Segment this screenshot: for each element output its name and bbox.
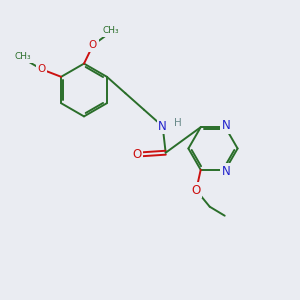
Text: N: N (222, 119, 231, 132)
Text: CH₃: CH₃ (14, 52, 31, 61)
Text: O: O (89, 40, 97, 50)
Text: N: N (158, 120, 167, 133)
Text: O: O (132, 148, 141, 161)
Text: N: N (222, 165, 231, 178)
Text: O: O (38, 64, 46, 74)
Text: CH₃: CH₃ (103, 26, 119, 35)
Text: O: O (192, 184, 201, 197)
Text: H: H (174, 118, 182, 128)
